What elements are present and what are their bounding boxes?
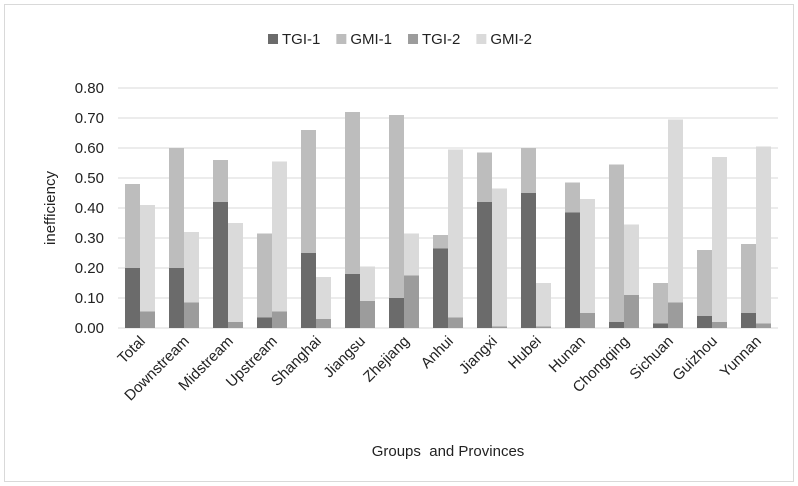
y-tick-label: 0.50 (75, 170, 104, 187)
bar-tgi-2-jiangxi (492, 326, 507, 328)
bar-gmi-1-anhui (433, 235, 448, 249)
legend-swatch (408, 34, 419, 44)
y-tick-labels: 0.00 0.10 0.20 0.30 0.40 0.50 0.60 0.70 0.80 (75, 80, 104, 337)
x-tick-label: Hubei (505, 333, 545, 373)
y-tick-label: 0.40 (75, 200, 104, 217)
legend-swatch (476, 34, 487, 44)
bar-gmi-2-sichuan (668, 119, 683, 303)
bar-gmi-2-hunan (580, 199, 595, 313)
bar-gmi-2-total (140, 205, 155, 312)
bar-tgi-1-sichuan (653, 323, 668, 328)
bar-tgi-1-hubei (521, 193, 536, 328)
x-tick-label: Hunan (546, 333, 589, 376)
bar-gmi-2-chongqing (624, 224, 639, 295)
x-axis-title: Groups and Provinces (372, 443, 525, 460)
bar-tgi-1-hunan (565, 212, 580, 328)
bar-tgi-1-upstream (257, 317, 272, 328)
bar-tgi-1-jiangxi (477, 202, 492, 328)
y-tick-label: 0.20 (75, 260, 104, 277)
x-tick-label: Guizhou (669, 333, 721, 385)
x-tick-label: Anhui (418, 333, 457, 372)
bar-tgi-2-midstream (228, 322, 243, 328)
bar-gmi-1-sichuan (653, 283, 668, 324)
x-tick-label: Total (114, 333, 148, 367)
legend-label: GMI-2 (490, 31, 532, 48)
bar-tgi-2-sichuan (668, 302, 683, 328)
bar-tgi-1-shanghai (301, 253, 316, 328)
bar-gmi-2-jiangxi (492, 188, 507, 327)
bar-tgi-1-total (125, 268, 140, 328)
bar-tgi-1-jiangsu (345, 274, 360, 328)
bar-tgi-2-anhui (448, 317, 463, 328)
y-tick-label: 0.70 (75, 110, 104, 127)
bar-gmi-2-guizhou (712, 157, 727, 322)
bar-tgi-2-upstream (272, 311, 287, 328)
bar-gmi-2-hubei (536, 283, 551, 327)
bar-gmi-2-upstream (272, 161, 287, 312)
bar-tgi-1-zhejiang (389, 298, 404, 328)
bar-gmi-2-midstream (228, 223, 243, 322)
bar-tgi-1-yunnan (741, 313, 756, 328)
legend: TGI-1 GMI-1 TGI-2 GMI-2 (268, 31, 532, 48)
legend-label: GMI-1 (350, 31, 392, 48)
legend-swatch (336, 34, 347, 44)
bar-gmi-1-midstream (213, 160, 228, 202)
bar-tgi-2-chongqing (624, 295, 639, 328)
bar-gmi-2-zhejiang (404, 233, 419, 276)
bar-gmi-1-zhejiang (389, 115, 404, 298)
bar-gmi-2-yunnan (756, 146, 771, 324)
bar-gmi-1-shanghai (301, 130, 316, 253)
bar-gmi-1-upstream (257, 233, 272, 318)
bar-tgi-2-yunnan (756, 323, 771, 328)
bar-gmi-2-anhui (448, 149, 463, 318)
y-axis-title: inefficiency (42, 171, 59, 245)
bar-gmi-1-total (125, 184, 140, 268)
y-tick-label: 0.30 (75, 230, 104, 247)
bar-tgi-2-hubei (536, 326, 551, 328)
legend-label: TGI-1 (282, 31, 320, 48)
bar-gmi-1-jiangxi (477, 152, 492, 202)
bar-tgi-2-total (140, 311, 155, 328)
bar-gmi-2-jiangsu (360, 266, 375, 301)
x-tick-label: Sichuan (626, 333, 676, 383)
y-tick-label: 0.00 (75, 320, 104, 337)
x-tick-label: Zhejiang (360, 333, 413, 386)
bar-tgi-1-guizhou (697, 316, 712, 328)
y-tick-label: 0.60 (75, 140, 104, 157)
bar-gmi-1-guizhou (697, 250, 712, 316)
bar-tgi-1-anhui (433, 248, 448, 328)
bar-gmi-1-hubei (521, 148, 536, 193)
bar-tgi-2-downstream (184, 302, 199, 328)
bar-tgi-2-guizhou (712, 322, 727, 328)
x-tick-label: Jiangxi (456, 333, 501, 378)
x-tick-labels: TotalDownstreamMidstreamUpstreamShanghai… (114, 333, 764, 405)
bar-tgi-2-zhejiang (404, 275, 419, 328)
bar-gmi-1-downstream (169, 148, 184, 268)
bars (125, 112, 771, 328)
bar-gmi-2-downstream (184, 232, 199, 303)
x-tick-label: Yunnan (717, 333, 765, 381)
y-tick-label: 0.80 (75, 80, 104, 97)
bar-gmi-1-chongqing (609, 164, 624, 322)
bar-tgi-2-hunan (580, 313, 595, 328)
legend-swatch (268, 34, 278, 44)
bar-tgi-1-chongqing (609, 322, 624, 328)
bar-tgi-1-downstream (169, 268, 184, 328)
bar-gmi-1-jiangsu (345, 112, 360, 274)
bar-gmi-1-yunnan (741, 244, 756, 313)
bar-tgi-2-jiangsu (360, 301, 375, 328)
bar-gmi-2-shanghai (316, 277, 331, 319)
y-tick-label: 0.10 (75, 290, 104, 307)
bar-gmi-1-hunan (565, 182, 580, 213)
legend-label: TGI-2 (422, 31, 460, 48)
bar-tgi-2-shanghai (316, 319, 331, 328)
bar-tgi-1-midstream (213, 202, 228, 328)
